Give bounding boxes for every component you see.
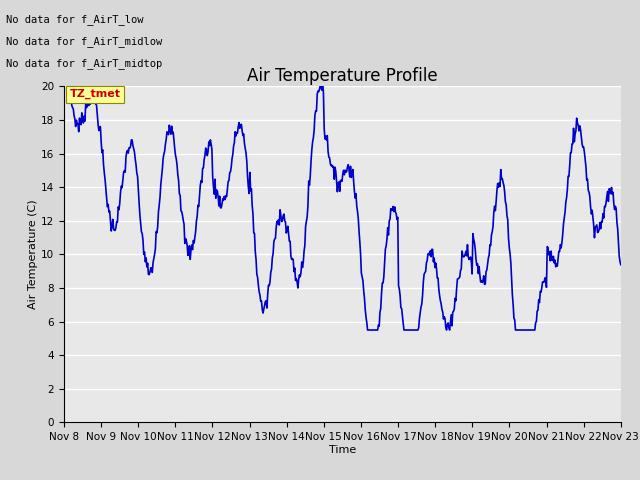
Text: TZ_tmet: TZ_tmet (70, 89, 120, 99)
X-axis label: Time: Time (329, 445, 356, 455)
Title: Air Temperature Profile: Air Temperature Profile (247, 67, 438, 85)
Text: No data for f_AirT_low: No data for f_AirT_low (6, 14, 144, 25)
Y-axis label: Air Temperature (C): Air Temperature (C) (28, 200, 38, 309)
Text: No data for f_AirT_midlow: No data for f_AirT_midlow (6, 36, 163, 47)
Text: No data for f_AirT_midtop: No data for f_AirT_midtop (6, 58, 163, 69)
